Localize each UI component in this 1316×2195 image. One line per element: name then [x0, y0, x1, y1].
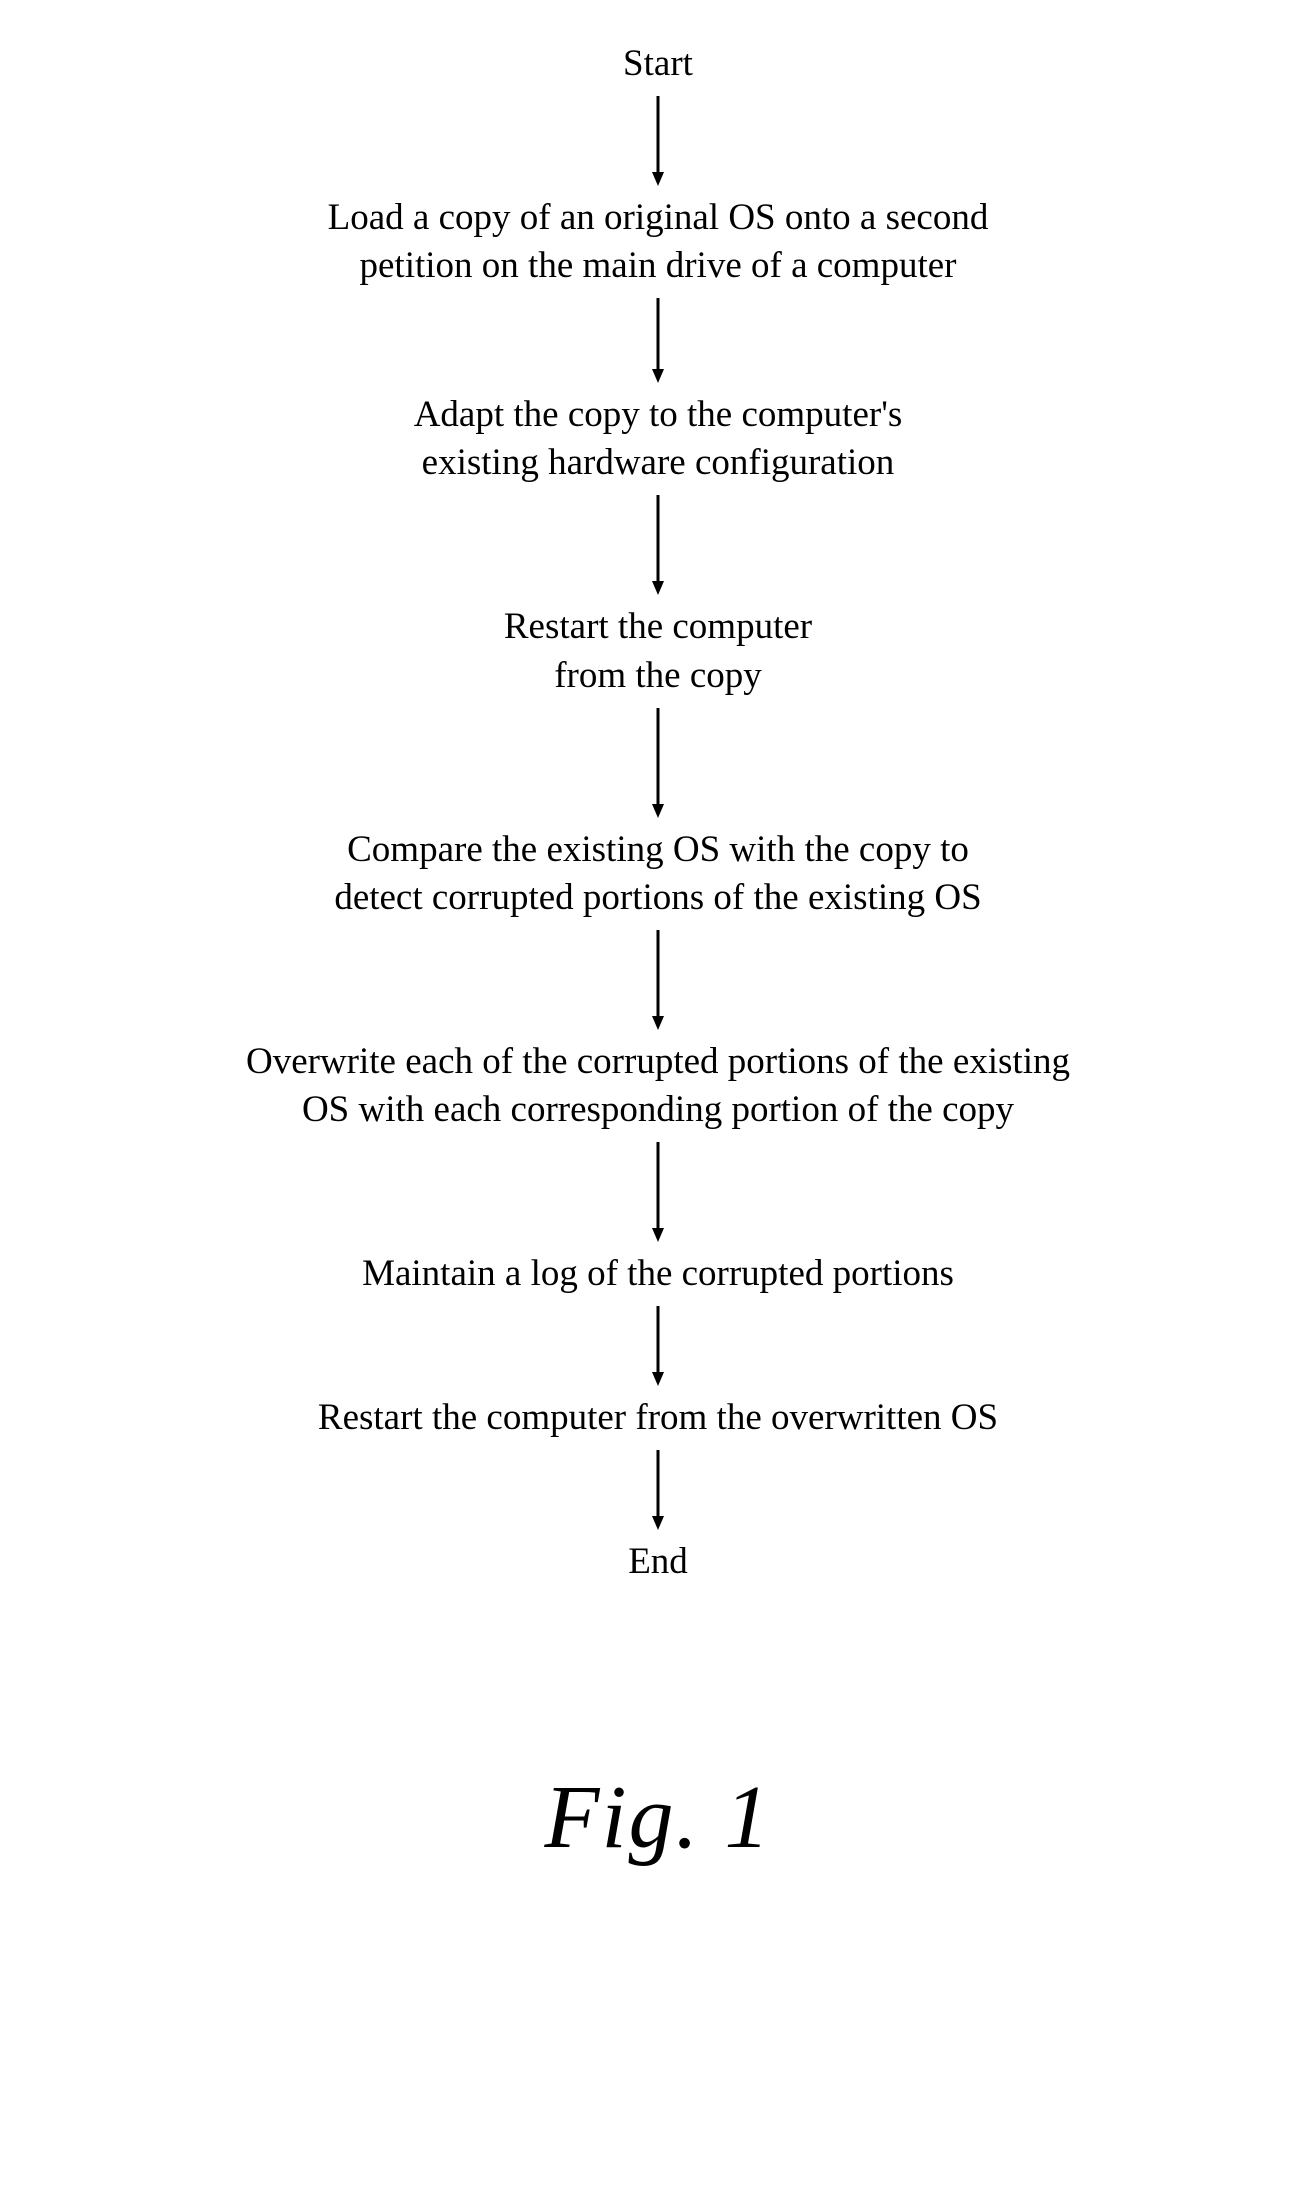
node-compare: Compare the existing OS with the copy to…	[314, 826, 1001, 922]
node-restart2: Restart the computer from the overwritte…	[298, 1394, 1018, 1442]
node-end: End	[608, 1538, 708, 1586]
node-restart1: Restart the computer from the copy	[484, 603, 832, 699]
node-adapt: Adapt the copy to the computer's existin…	[394, 391, 923, 487]
node-adapt-line1: Adapt the copy to the computer's	[414, 394, 903, 435]
node-restart1-line1: Restart the computer	[504, 606, 812, 647]
flowchart-container: Start Load a copy of an original OS onto…	[0, 0, 1316, 1869]
node-start: Start	[603, 40, 713, 88]
node-overwrite-line1: Overwrite each of the corrupted portions…	[246, 1041, 1070, 1082]
node-adapt-line2: existing hardware configuration	[422, 442, 895, 483]
node-end-text: End	[628, 1541, 688, 1582]
arrow-4	[648, 930, 668, 1030]
figure-label: Fig. 1	[545, 1766, 772, 1869]
node-compare-line1: Compare the existing OS with the copy to	[347, 829, 969, 870]
arrow-7	[648, 1450, 668, 1530]
arrow-2	[648, 495, 668, 595]
node-load-line1: Load a copy of an original OS onto a sec…	[328, 197, 989, 238]
arrow-1	[648, 298, 668, 383]
arrow-0	[648, 96, 668, 186]
node-start-text: Start	[623, 43, 693, 84]
node-restart1-line2: from the copy	[554, 655, 762, 696]
arrow-6	[648, 1306, 668, 1386]
node-overwrite: Overwrite each of the corrupted portions…	[226, 1038, 1090, 1134]
node-load: Load a copy of an original OS onto a sec…	[308, 194, 1009, 290]
node-restart2-text: Restart the computer from the overwritte…	[318, 1397, 998, 1438]
node-compare-line2: detect corrupted portions of the existin…	[334, 877, 981, 918]
node-log: Maintain a log of the corrupted portions	[342, 1250, 974, 1298]
node-load-line2: petition on the main drive of a computer	[360, 245, 957, 286]
node-overwrite-line2: OS with each corresponding portion of th…	[302, 1089, 1014, 1130]
arrow-5	[648, 1142, 668, 1242]
arrow-3	[648, 708, 668, 818]
node-log-text: Maintain a log of the corrupted portions	[362, 1253, 954, 1294]
